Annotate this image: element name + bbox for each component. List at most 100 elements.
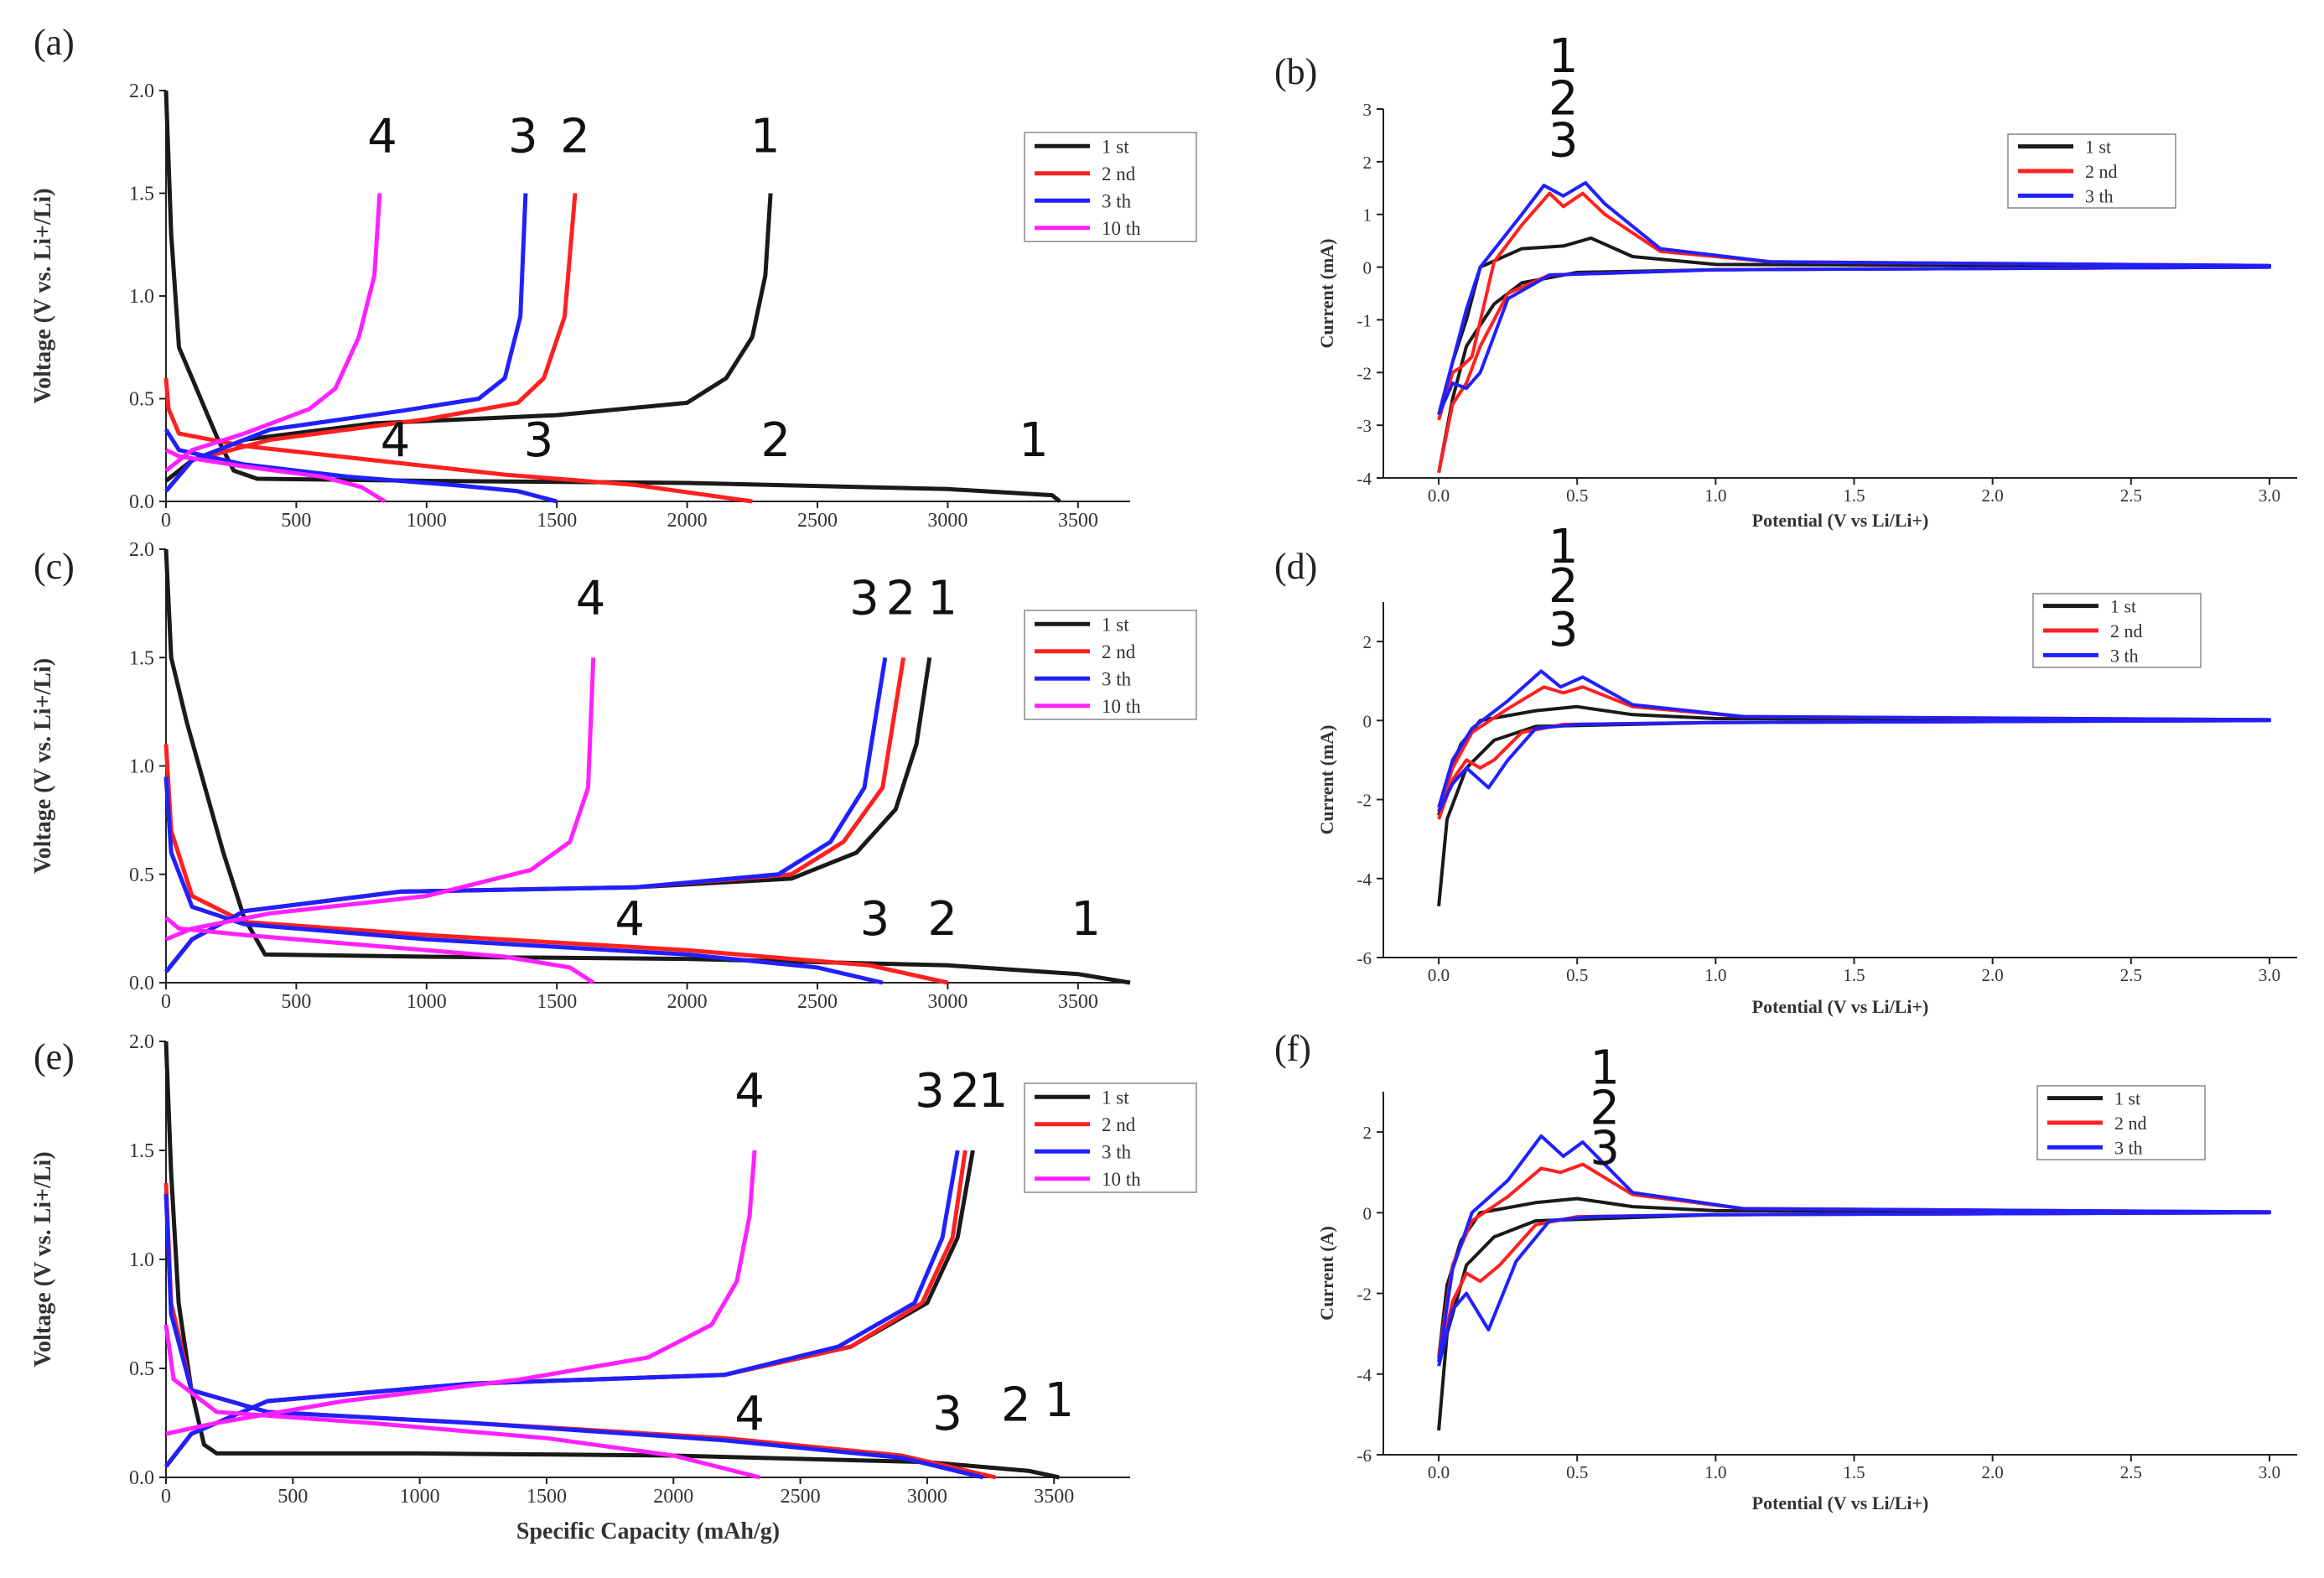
y-tick-label: 0 — [1363, 258, 1372, 278]
x-tick-label: 3000 — [927, 991, 967, 1013]
x-tick-label: 3000 — [927, 510, 967, 532]
x-tick-label: 3500 — [1034, 1486, 1074, 1508]
y-tick-label: 1.0 — [129, 756, 154, 778]
legend-label: 2 nd — [2114, 1113, 2147, 1134]
y-tick-label: -6 — [1357, 948, 1372, 968]
series-10th-charge — [165, 657, 596, 942]
series-10th-charge — [165, 1150, 757, 1436]
y-tick-label: -1 — [1357, 310, 1372, 330]
legend-label: 2 nd — [1102, 164, 1136, 184]
series-3th-cv — [1437, 181, 2271, 416]
x-tick-label: 0.5 — [1566, 965, 1588, 985]
legend: 1 st 2 nd 3 th 10 th — [1024, 132, 1197, 242]
x-tick-label: 500 — [278, 1486, 308, 1508]
panel-c: (c) 0 500 1000 1500 2000 2500 3000 3500 0.0 0.5 1.0… — [30, 539, 1197, 1013]
x-tick-label: 1500 — [527, 1486, 567, 1508]
y-tick-label: 1.0 — [129, 286, 154, 308]
series-10th-charge — [164, 193, 382, 473]
y-tick-label: -2 — [1357, 363, 1372, 383]
y-tick-label: 2.0 — [129, 1031, 154, 1053]
y-axis-label: Current (mA) — [1316, 239, 1337, 349]
panel-b: (b)0.0 0.5 1.0 1.5 2.0 2.5 3.0-4-3-2-10123Curr… — [1274, 29, 2297, 531]
cycle-annotation: 1 — [750, 110, 781, 164]
x-tick-label: 0 — [161, 991, 171, 1013]
y-tick-label: 0.5 — [129, 864, 154, 886]
cycle-annotation: 4 — [367, 110, 397, 164]
y-tick-label: 1 — [1363, 205, 1372, 226]
cycle-annotation: 4 — [734, 1064, 765, 1119]
cycle-annotation: 1 — [1071, 892, 1101, 947]
x-tick-label: 2000 — [667, 991, 708, 1013]
cycle-annotation: 1 — [978, 1064, 1009, 1119]
x-tick-label: 3.0 — [2259, 485, 2280, 506]
x-tick-label: 2.0 — [1982, 1462, 2004, 1482]
panel-f: (f) 0.0 0.5 1.0 1.5 2.0 2.5 3.0 -6 -4 -2 0 2 Current … — [1274, 1028, 2297, 1513]
cycle-annotation: 1 — [1590, 1041, 1620, 1095]
y-axis-label: Voltage (V vs. Li+/Li) — [30, 1151, 56, 1367]
y-tick-label: 2.0 — [129, 80, 154, 102]
y-tick-label: 0.0 — [129, 491, 154, 513]
x-tick-label: 3.0 — [2259, 1462, 2280, 1482]
x-tick-label: 3500 — [1058, 991, 1098, 1013]
panel-label: (e) — [34, 1036, 75, 1077]
legend-label: 1 st — [1102, 614, 1129, 635]
x-tick-label: 500 — [281, 991, 311, 1013]
cycle-annotation: 3 — [1548, 603, 1579, 657]
legend-label: 10 th — [1102, 1169, 1141, 1190]
x-tick-label: 0.0 — [1428, 1462, 1450, 1482]
cycle-annotation: 1 — [1019, 413, 1049, 468]
cycle-annotation: 2 — [560, 110, 590, 164]
cycle-annotation: 1 — [1548, 520, 1579, 574]
cycle-annotation: 1 — [927, 572, 957, 626]
x-tick-label: 0.0 — [1428, 965, 1450, 985]
x-tick-label: 1000 — [407, 510, 447, 532]
cycle-annotation: 1 — [1548, 29, 1579, 84]
cycle-annotation: 3 — [1590, 1122, 1620, 1176]
y-tick-label: 0.0 — [129, 1467, 154, 1489]
series-3th-discharge — [163, 1193, 984, 1480]
y-tick-label: -2 — [1357, 1285, 1372, 1305]
series-1st-discharge — [163, 1041, 1060, 1480]
series-10th-discharge — [163, 1324, 760, 1480]
y-tick-label: 2.0 — [129, 539, 154, 561]
y-axis-label: Current (mA) — [1316, 725, 1337, 835]
panel-label: (f) — [1274, 1028, 1311, 1069]
panel-label: (a) — [34, 22, 75, 63]
legend-label: 3 th — [2085, 185, 2114, 206]
series-10th-discharge — [164, 916, 595, 985]
cycle-annotation: 3 — [849, 572, 879, 626]
cycle-annotation: 4 — [615, 892, 645, 947]
series-10th-discharge — [164, 448, 386, 504]
series-3th-discharge — [163, 428, 558, 504]
x-tick-label: 1.5 — [1843, 485, 1865, 506]
x-tick-label: 2000 — [653, 1486, 693, 1508]
cycle-annotation: 3 — [508, 110, 538, 164]
y-tick-label: -4 — [1357, 469, 1372, 489]
y-axis-label: Voltage (V vs. Li+/Li) — [30, 658, 56, 874]
legend: 1 st 2 nd 3 th — [2032, 593, 2202, 668]
cycle-annotation: 2 — [1548, 559, 1579, 614]
series-1st-discharge — [163, 548, 1131, 985]
cycle-annotation: 3 — [915, 1064, 945, 1119]
series-3th-cv — [1437, 1134, 2271, 1367]
y-tick-label: 1.5 — [129, 1140, 154, 1162]
cycle-annotation: 4 — [381, 413, 411, 468]
x-tick-label: 1.5 — [1843, 1462, 1865, 1482]
y-tick-label: 1.5 — [129, 647, 154, 669]
y-tick-label: 2 — [1363, 153, 1372, 173]
legend-label: 2 nd — [2085, 161, 2118, 182]
series-1st-discharge — [163, 90, 1061, 503]
legend-label: 3 th — [2110, 645, 2139, 666]
cycle-annotation: 2 — [1001, 1378, 1031, 1432]
y-tick-label: 1.0 — [129, 1249, 154, 1271]
y-tick-label: 2 — [1363, 632, 1372, 652]
x-tick-label: 0.5 — [1566, 1462, 1588, 1482]
y-tick-label: 1.5 — [129, 184, 154, 205]
series-2nd-discharge — [163, 744, 948, 985]
legend-label: 1 st — [1102, 136, 1129, 157]
cycle-annotation: 2 — [1590, 1081, 1620, 1135]
cycle-annotation: 2 — [927, 892, 957, 947]
x-tick-label: 1000 — [400, 1486, 440, 1508]
panel-a: (a) 0 500 1000 1500 2000 2500 3000 3500 0.0 0.5 1.0… — [30, 22, 1197, 532]
